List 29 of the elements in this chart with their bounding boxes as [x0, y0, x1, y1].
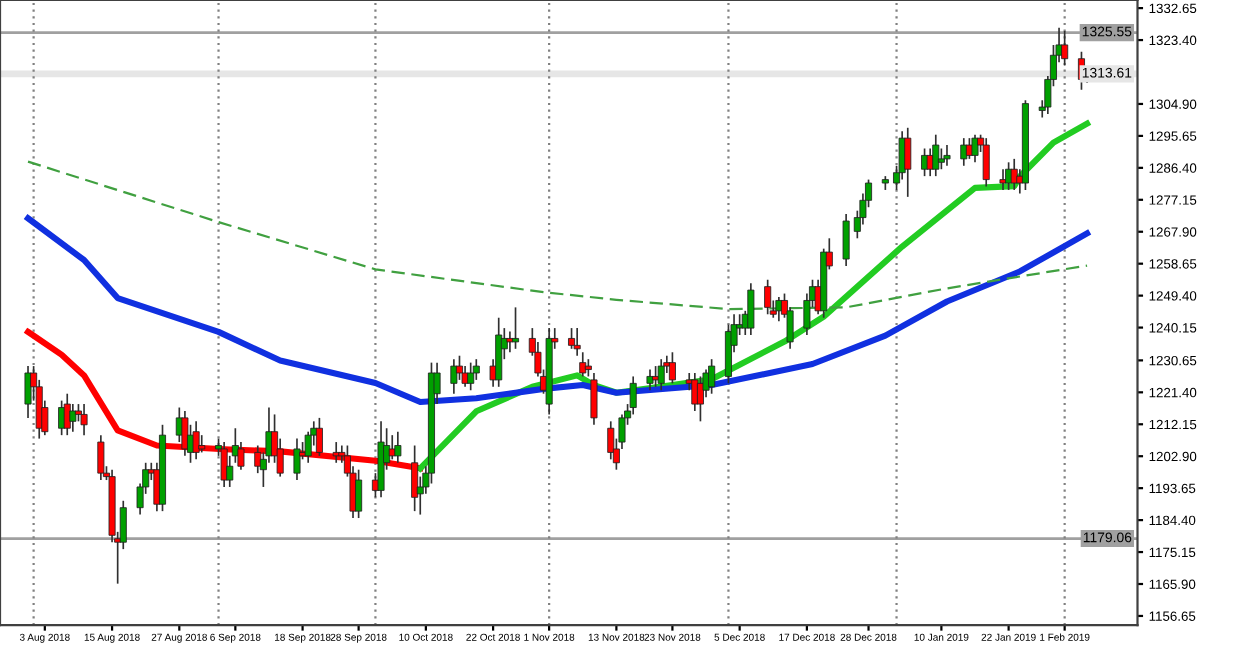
- candlestick: [696, 375, 704, 423]
- candlestick: [332, 441, 340, 464]
- candlestick: [937, 147, 945, 171]
- candlestick: [708, 358, 716, 395]
- line-series: [26, 160, 1089, 311]
- candlestick: [495, 316, 503, 388]
- candlestick: [1061, 30, 1069, 67]
- candlestick: [97, 434, 105, 481]
- candlestick: [355, 468, 363, 519]
- candlestick: [512, 306, 520, 350]
- candlestick: [747, 282, 755, 336]
- candlestick: [579, 351, 587, 378]
- candlestick: [1010, 158, 1018, 191]
- candlestick: [668, 351, 676, 385]
- candlestick: [394, 430, 402, 464]
- candlestick: [315, 417, 323, 457]
- candlestick: [506, 330, 514, 354]
- candlestick: [590, 372, 598, 426]
- candlestick: [573, 327, 581, 357]
- candlestick: [568, 327, 576, 350]
- candlestick: [960, 137, 968, 167]
- line-series: [24, 215, 1091, 406]
- candlestick: [842, 213, 850, 267]
- candlestick: [764, 278, 772, 316]
- candlestick: [467, 361, 475, 392]
- candlestick: [455, 354, 463, 381]
- candlestick: [63, 392, 71, 436]
- candlestick: [904, 126, 912, 198]
- candlestick: [999, 168, 1007, 191]
